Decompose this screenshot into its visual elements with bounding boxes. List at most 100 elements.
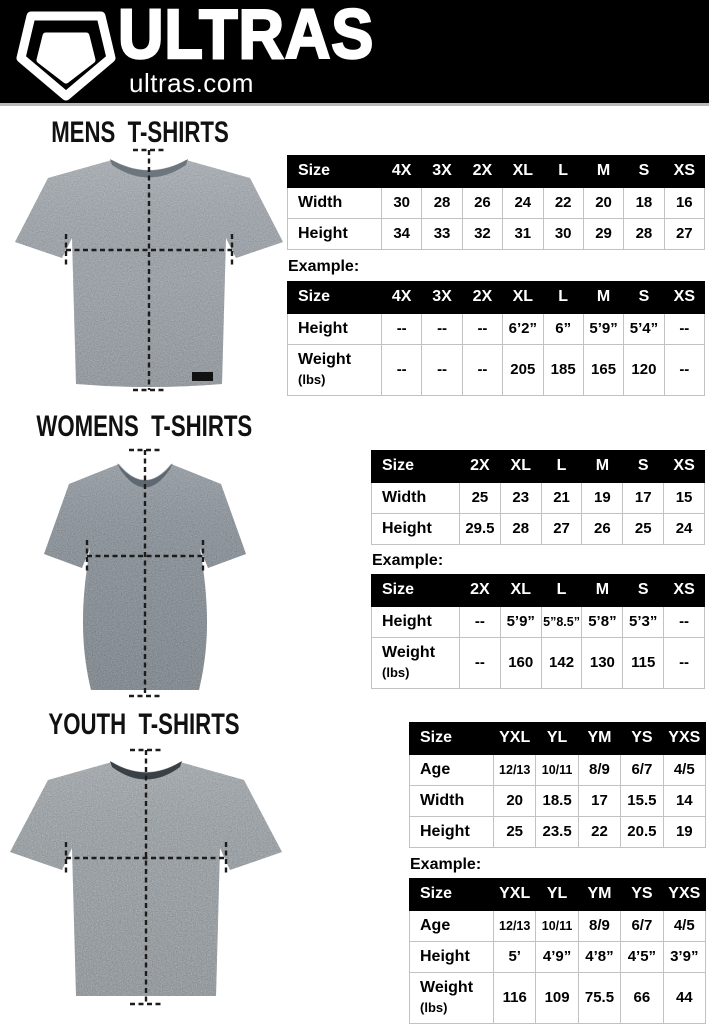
mens-example-table: Size 4X 3X 2X XL L M S XS Height -- -- -- 6’2” 6” 5’9” 5… xyxy=(287,281,706,396)
table-row: Height 25 23.5 22 20.5 19 xyxy=(409,816,707,848)
value-cell: 24 xyxy=(502,187,544,219)
value-cell: -- xyxy=(380,344,423,396)
value-cell: 26 xyxy=(581,513,624,545)
value-cell: 25 xyxy=(622,513,665,545)
row-label: Weight (lbs) xyxy=(409,972,494,1024)
value-cell: 160 xyxy=(499,637,542,689)
site-url: ultras.com xyxy=(129,68,254,98)
size-header-cell: 3X xyxy=(421,155,463,188)
size-header-cell: XL xyxy=(502,155,544,188)
size-header-cell: YS xyxy=(620,722,664,755)
value-cell: 12/13 xyxy=(492,754,537,786)
size-header-cell: M xyxy=(581,450,624,483)
value-cell: 14 xyxy=(662,785,707,817)
value-cell: 10/11 xyxy=(535,910,579,942)
size-header-row: Size 2X XL L M S XS xyxy=(371,450,705,483)
table-row: Height -- 5’9” 5”8.5” 5’8” 5’3” -- xyxy=(371,606,705,638)
row-label: Height xyxy=(371,606,460,638)
value-cell: 29.5 xyxy=(459,513,501,545)
table-row: Weight (lbs) -- 160 142 130 115 -- xyxy=(371,637,705,689)
value-cell: 18 xyxy=(623,187,665,219)
size-header-cell: XL xyxy=(502,281,544,314)
value-cell: -- xyxy=(461,313,504,345)
row-label: Weight (lbs) xyxy=(371,637,460,689)
size-header-cell: M xyxy=(581,574,624,607)
value-cell: -- xyxy=(421,344,463,396)
size-header-cell: 2X xyxy=(459,574,501,607)
value-cell: 8/9 xyxy=(577,754,622,786)
size-header-cell: S xyxy=(622,450,665,483)
size-column-label: Size xyxy=(287,155,382,188)
value-cell: 27 xyxy=(540,513,583,545)
value-cell: 66 xyxy=(620,972,664,1024)
value-cell: 165 xyxy=(582,344,625,396)
mens-example-label: Example: xyxy=(288,258,360,275)
value-cell: 15.5 xyxy=(620,785,664,817)
size-header-cell: L xyxy=(540,574,583,607)
value-cell: 5’4” xyxy=(623,313,665,345)
value-cell: -- xyxy=(663,344,706,396)
value-cell: 20 xyxy=(582,187,625,219)
value-cell: 130 xyxy=(581,637,624,689)
value-cell: 4/5 xyxy=(662,754,707,786)
value-cell: 20 xyxy=(492,785,537,817)
table-row: Weight (lbs) 116 109 75.5 66 44 xyxy=(409,972,707,1024)
size-header-cell: XL xyxy=(499,574,542,607)
value-cell: 24 xyxy=(663,513,705,545)
value-cell: 22 xyxy=(577,816,622,848)
row-label: Weight (lbs) xyxy=(287,344,382,396)
size-header-cell: YXS xyxy=(662,878,707,911)
size-header-cell: S xyxy=(623,155,665,188)
value-cell: 4’8” xyxy=(577,941,622,973)
value-cell: 5’ xyxy=(492,941,537,973)
value-cell: 5’8” xyxy=(581,606,624,638)
size-header-cell: L xyxy=(540,450,583,483)
value-cell: 6/7 xyxy=(620,910,664,942)
value-cell: 28 xyxy=(421,187,463,219)
value-cell: -- xyxy=(380,313,423,345)
measurement-lines xyxy=(85,448,205,698)
size-header-row: Size 2X XL L M S XS xyxy=(371,574,705,607)
size-header-row: Size YXL YL YM YS YXS xyxy=(409,878,707,911)
size-header-cell: M xyxy=(582,281,625,314)
size-header-cell: 4X xyxy=(380,281,423,314)
size-header-row: Size 4X 3X 2X XL L M S XS xyxy=(287,155,706,188)
value-cell: 28 xyxy=(499,513,542,545)
table-row: Age 12/13 10/11 8/9 6/7 4/5 xyxy=(409,754,707,786)
size-header-row: Size YXL YL YM YS YXS xyxy=(409,722,707,755)
value-cell: 185 xyxy=(542,344,584,396)
value-cell: 18.5 xyxy=(535,785,579,817)
youth-example-table: Size YXL YL YM YS YXS Age 12/13 10/11 8/9 6/7 4/5 He… xyxy=(409,878,707,1024)
table-row: Width 20 18.5 17 15.5 14 xyxy=(409,785,707,817)
value-cell: 8/9 xyxy=(577,910,622,942)
value-cell: -- xyxy=(663,313,706,345)
value-cell: 31 xyxy=(502,218,544,250)
table-row: Weight (lbs) -- -- -- 205 185 165 120 -- xyxy=(287,344,706,396)
value-cell: 32 xyxy=(461,218,504,250)
value-cell: 16 xyxy=(663,187,706,219)
size-header-cell: S xyxy=(622,574,665,607)
header-bar: ULTRAS ultras.com xyxy=(0,0,709,106)
value-cell: 26 xyxy=(461,187,504,219)
value-cell: 142 xyxy=(540,637,583,689)
value-cell: 27 xyxy=(663,218,706,250)
value-cell: -- xyxy=(421,313,463,345)
size-header-cell: YM xyxy=(577,722,622,755)
size-header-cell: 2X xyxy=(459,450,501,483)
size-header-cell: 2X xyxy=(461,155,504,188)
value-cell: -- xyxy=(663,637,705,689)
row-label: Height xyxy=(287,313,382,345)
size-header-cell: YL xyxy=(535,722,579,755)
size-header-cell: S xyxy=(623,281,665,314)
value-cell: 205 xyxy=(502,344,544,396)
youth-tshirt-image xyxy=(10,748,282,1006)
value-cell: 5’3” xyxy=(622,606,665,638)
brand-title: ULTRAS xyxy=(117,0,375,74)
row-label: Width xyxy=(371,482,460,514)
value-cell: 33 xyxy=(421,218,463,250)
size-header-cell: M xyxy=(582,155,625,188)
size-header-cell: YM xyxy=(577,878,622,911)
value-cell: -- xyxy=(459,606,501,638)
size-header-cell: L xyxy=(542,281,584,314)
value-cell: 75.5 xyxy=(577,972,622,1024)
